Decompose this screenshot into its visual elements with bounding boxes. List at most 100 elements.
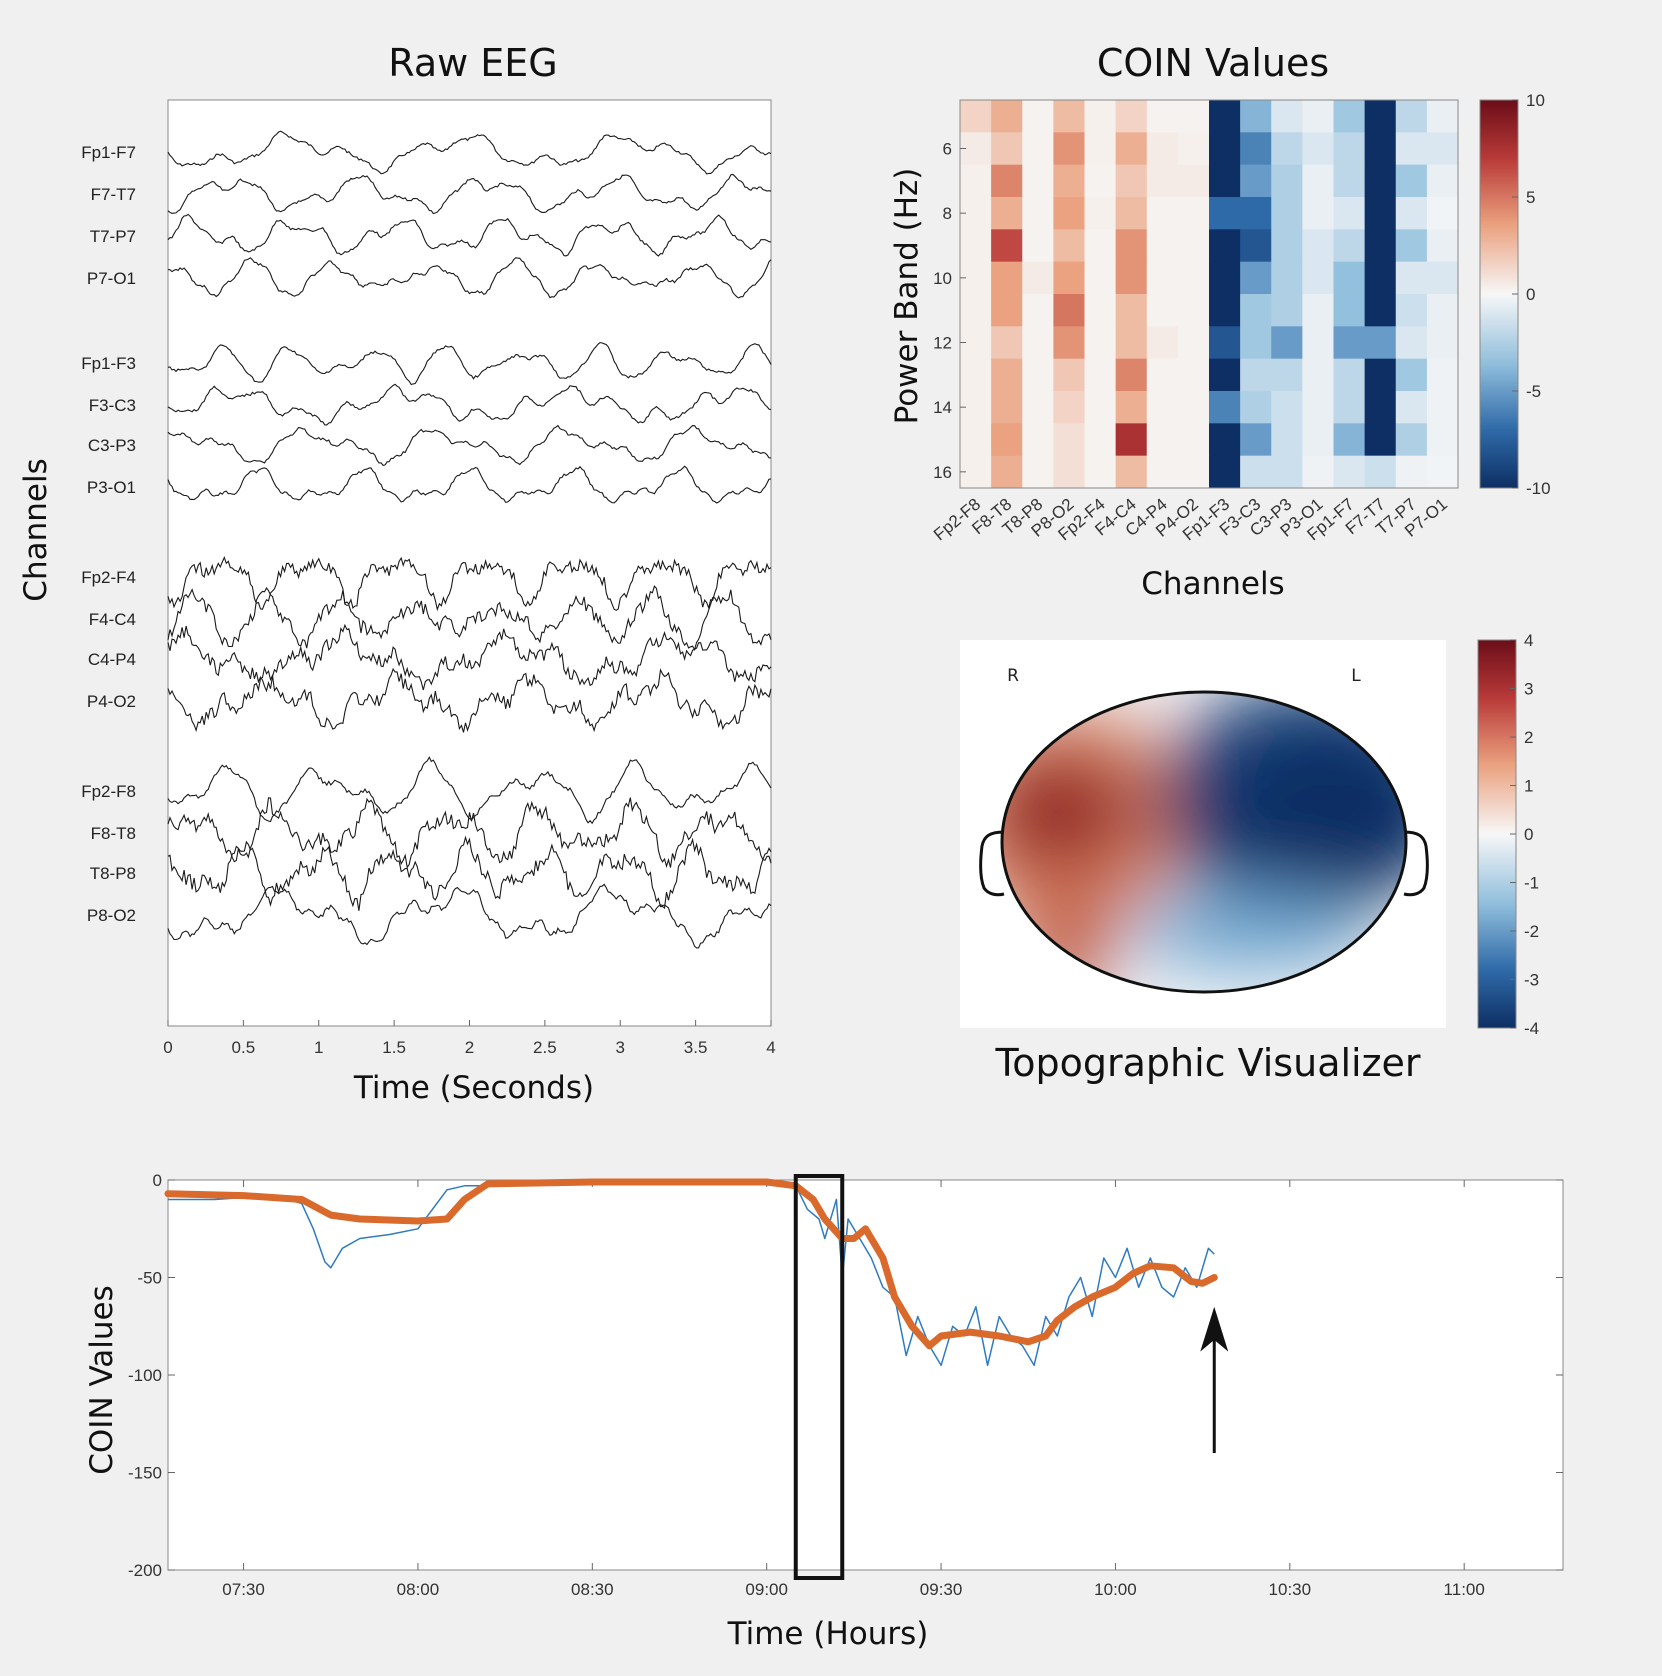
timeline-ylabel: COIN Values <box>84 1285 120 1475</box>
heatmap-cell <box>960 164 992 198</box>
eeg-channel-label: F3-C3 <box>89 396 136 415</box>
eeg-channel-label: P8-O2 <box>87 906 136 925</box>
heatmap-y-tick-label: 6 <box>943 140 952 159</box>
heatmap-cell <box>1426 164 1459 198</box>
timeline-x-tick-label: 08:00 <box>397 1580 440 1599</box>
heatmap-colorbar-tick-label: -10 <box>1526 479 1551 498</box>
heatmap-cell <box>991 261 1023 295</box>
timeline-plot-area <box>167 1179 1564 1571</box>
heatmap-cell <box>1395 326 1428 360</box>
heatmap-cell <box>1364 423 1397 457</box>
eeg-trace <box>167 883 772 949</box>
heatmap-cell <box>1395 100 1428 133</box>
timeline-x-tick-label: 11:00 <box>1444 1580 1485 1599</box>
heatmap-cell <box>1053 455 1085 489</box>
heatmap-cell <box>1115 326 1148 360</box>
heatmap-cell <box>1302 229 1334 263</box>
heatmap-cell <box>1209 358 1241 392</box>
heatmap-cell <box>1271 326 1303 360</box>
coin-heatmap-title: COIN Values <box>1097 41 1329 85</box>
timeline-x-tick-label: 10:00 <box>1094 1580 1137 1599</box>
eeg-channel-label: F7-T7 <box>91 185 136 204</box>
heatmap-cell <box>1084 132 1117 166</box>
heatmap-y-tick-label: 10 <box>933 269 952 288</box>
eeg-trace <box>167 424 772 467</box>
heatmap-cell <box>1395 164 1428 198</box>
raw-eeg-plot-area <box>167 99 772 1027</box>
coin-smoothed-line <box>164 1178 1218 1350</box>
heatmap-cell <box>1426 229 1459 263</box>
heatmap-cells <box>960 100 1459 489</box>
heatmap-cell <box>1053 197 1085 230</box>
heatmap-cell <box>1209 455 1241 489</box>
topo-colorbar-tick-label: 1 <box>1524 777 1533 796</box>
heatmap-cell <box>1022 358 1054 392</box>
heatmap-cell <box>1271 197 1303 230</box>
heatmap-cell <box>1084 261 1117 295</box>
heatmap-cell <box>1053 164 1085 198</box>
heatmap-cell <box>1084 100 1117 133</box>
heatmap-cell <box>1146 294 1179 327</box>
heatmap-cell <box>1146 261 1179 295</box>
heatmap-cell <box>1177 100 1210 133</box>
heatmap-cell <box>1209 261 1241 295</box>
eeg-channel-label: T8-P8 <box>90 864 136 883</box>
timeline-x-tick-label: 09:00 <box>745 1580 788 1599</box>
topo-colorbar-tick-label: 2 <box>1524 728 1533 747</box>
heatmap-cell <box>1333 455 1366 489</box>
heatmap-cell <box>1115 455 1148 489</box>
heatmap-cell <box>1426 197 1459 230</box>
heatmap-cell <box>1426 100 1459 133</box>
heatmap-cell <box>1302 326 1334 360</box>
coin-raw-line <box>168 1183 1215 1367</box>
heatmap-cell <box>1333 197 1366 230</box>
heatmap-colorbar-tick-label: 10 <box>1526 91 1545 110</box>
heatmap-cell <box>991 229 1023 263</box>
heatmap-cell <box>1084 423 1117 457</box>
heatmap-cell <box>1146 229 1179 263</box>
eeg-channel-label: Fp2-F8 <box>81 782 136 801</box>
heatmap-cell <box>1084 164 1117 198</box>
eeg-x-tick-label: 3 <box>616 1038 625 1057</box>
topo-colorbar-tick-label: -1 <box>1524 874 1539 893</box>
heatmap-cell <box>1302 358 1334 392</box>
heatmap-cell <box>1177 326 1210 360</box>
eeg-channel-label: F4-C4 <box>89 610 136 629</box>
timeline-xlabel: Time (Hours) <box>727 1616 929 1652</box>
heatmap-y-ticks: 6 8 10 12 14 16 <box>933 140 966 482</box>
eeg-trace <box>167 623 772 693</box>
heatmap-cell <box>1302 391 1334 424</box>
coin-heatmap-panel: COIN Values 6 8 10 12 14 16 Fp2-F8F8-T8T8-P8P… <box>889 41 1551 602</box>
heatmap-cell <box>1240 391 1272 424</box>
heatmap-cell <box>1209 100 1241 133</box>
heatmap-cell <box>1333 229 1366 263</box>
eeg-x-tick-label: 2.5 <box>533 1038 557 1057</box>
raw-eeg-title: Raw EEG <box>388 41 557 85</box>
heatmap-cell <box>991 391 1023 424</box>
heatmap-cell <box>1115 132 1148 166</box>
heatmap-cell <box>1240 358 1272 392</box>
heatmap-cell <box>1209 326 1241 360</box>
heatmap-cell <box>1271 391 1303 424</box>
heatmap-cell <box>1426 132 1459 166</box>
heatmap-cell <box>991 197 1023 230</box>
heatmap-cell <box>1333 261 1366 295</box>
eeg-trace <box>167 665 772 733</box>
heatmap-cell <box>1115 261 1148 295</box>
heatmap-cell <box>1146 358 1179 392</box>
heatmap-cell <box>1084 326 1117 360</box>
topo-colorbar-tick-label: 3 <box>1524 680 1533 699</box>
eeg-x-tick-label: 3.5 <box>684 1038 708 1057</box>
heatmap-cell <box>1209 197 1241 230</box>
heatmap-cell <box>1146 455 1179 489</box>
heatmap-cell <box>1240 326 1272 360</box>
heatmap-cell <box>1022 261 1054 295</box>
heatmap-y-tick-label: 16 <box>933 463 952 482</box>
timeline-x-tick-label: 09:30 <box>920 1580 963 1599</box>
heatmap-cell <box>1426 423 1459 457</box>
timeline-x-tick-label: 10:30 <box>1269 1580 1312 1599</box>
topo-left-ear <box>1403 830 1429 897</box>
heatmap-cell <box>1115 423 1148 457</box>
topo-colorbar-tick-label: -3 <box>1524 971 1539 990</box>
